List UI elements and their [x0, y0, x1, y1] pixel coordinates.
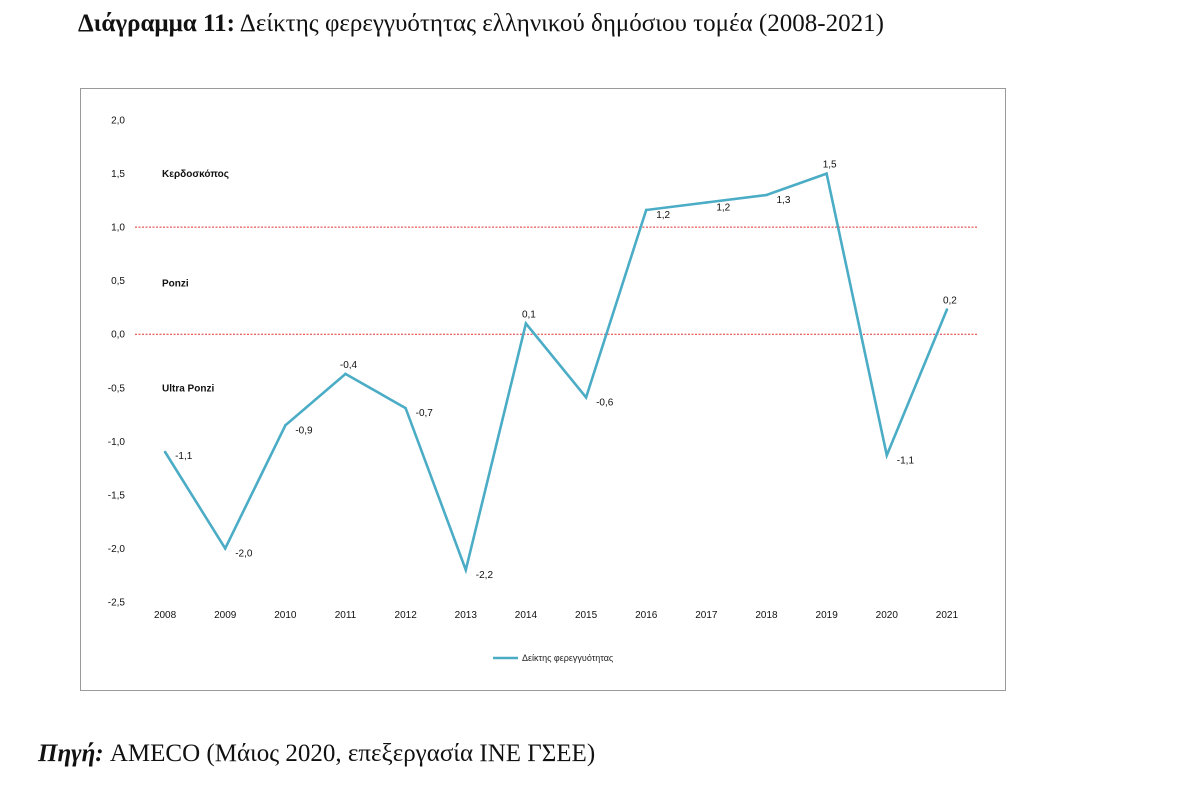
y-tick-label: 0,0	[111, 330, 125, 341]
data-label: 1,2	[656, 210, 670, 221]
data-label: 1,3	[777, 195, 791, 206]
data-label: -0,4	[340, 360, 358, 371]
x-tick-label: 2019	[816, 610, 839, 621]
x-tick-label: 2018	[755, 610, 778, 621]
x-tick-label: 2017	[695, 610, 718, 621]
data-label: 0,1	[522, 310, 536, 321]
x-tick-label: 2020	[876, 610, 899, 621]
x-tick-label: 2013	[455, 610, 478, 621]
line-chart: 2,0 1,5 1,0 0,5 0,0 -0,5 -1,0 -1,5 -2,0 -2,5 Κερδο…	[108, 116, 977, 663]
data-point	[223, 547, 227, 550]
x-tick-label: 2008	[154, 610, 177, 621]
x-tick-label: 2015	[575, 610, 598, 621]
x-tick-label: 2011	[335, 610, 357, 621]
data-label: 1,2	[716, 202, 730, 213]
data-point	[765, 193, 768, 197]
data-point	[404, 406, 407, 410]
x-tick-label: 2012	[395, 610, 418, 621]
y-tick-label: 1,0	[111, 223, 125, 234]
figure-title: Δείκτης φερεγγυότητας ελληνικού δημόσιου…	[239, 10, 884, 37]
x-tick-label: 2010	[274, 610, 297, 621]
source-note: Πηγή: AMECO (Μάιος 2020, επεξεργασία ΙΝΕ…	[38, 740, 595, 768]
data-point	[524, 322, 528, 325]
zone-label: Ultra Ponzi	[162, 383, 214, 394]
data-label: -2,0	[235, 548, 253, 559]
y-tick-label: -2,5	[108, 598, 126, 609]
x-tick-label: 2009	[214, 610, 237, 621]
y-tick-label: -1,0	[108, 437, 126, 448]
data-label: -0,9	[295, 425, 313, 436]
data-label: 0,2	[943, 296, 957, 307]
series-line	[163, 171, 949, 575]
chart-heading: Διάγραμμα 11: Δείκτης φερεγγυότητας ελλη…	[78, 10, 884, 38]
y-tick-label: 0,5	[111, 276, 125, 287]
data-point	[284, 423, 287, 427]
data-label: -0,6	[596, 397, 614, 408]
source-colon: :	[95, 740, 104, 767]
zone-label: Κερδοσκόπος	[162, 169, 229, 180]
zone-label: Ponzi	[162, 278, 189, 289]
data-label: -1,1	[897, 455, 915, 466]
data-point	[344, 372, 347, 376]
source-text: AMECO (Μάιος 2020, επεξεργασία ΙΝΕ ΓΣΕΕ)	[109, 740, 596, 767]
x-tick-label: 2014	[515, 610, 538, 621]
data-point	[705, 201, 708, 204]
x-tick-label: 2016	[635, 610, 658, 621]
data-point	[945, 308, 949, 311]
data-point	[885, 453, 889, 457]
y-tick-label: -1,5	[108, 490, 126, 501]
figure-number: Διάγραμμα 11:	[78, 10, 235, 37]
data-point	[825, 172, 828, 175]
data-label: -1,1	[175, 451, 193, 462]
x-tick-label: 2021	[936, 610, 959, 621]
y-tick-label: -0,5	[108, 383, 126, 394]
y-tick-label: -2,0	[108, 544, 126, 555]
y-tick-label: 1,5	[111, 169, 125, 180]
data-point	[584, 396, 588, 399]
y-tick-label: 2,0	[111, 116, 125, 127]
chart-frame: 2,0 1,5 1,0 0,5 0,0 -0,5 -1,0 -1,5 -2,0 -2,5 Κερδο…	[80, 88, 1006, 691]
legend-label: Δείκτης φερεγγυότητας	[522, 653, 614, 663]
data-point	[163, 450, 167, 454]
data-label: 1,5	[823, 160, 837, 171]
source-prefix: Πηγή	[38, 740, 96, 767]
data-point	[464, 568, 468, 572]
data-point	[644, 208, 648, 212]
data-label: -2,2	[476, 570, 494, 581]
data-label: -0,7	[416, 408, 434, 419]
